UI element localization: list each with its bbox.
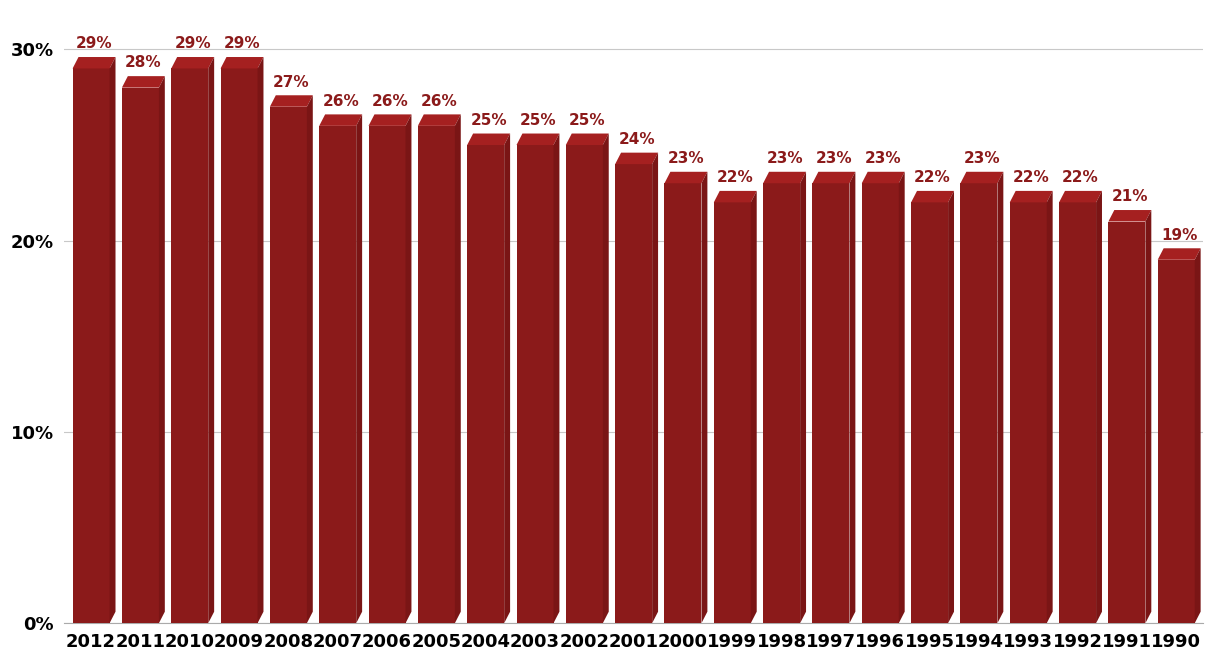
Polygon shape xyxy=(714,191,757,203)
Polygon shape xyxy=(357,115,363,623)
Text: 29%: 29% xyxy=(174,36,211,51)
Polygon shape xyxy=(319,126,357,623)
Polygon shape xyxy=(220,68,258,623)
Polygon shape xyxy=(862,171,904,183)
Text: 25%: 25% xyxy=(470,113,507,128)
Polygon shape xyxy=(467,134,510,145)
Polygon shape xyxy=(270,95,313,107)
Text: 21%: 21% xyxy=(1111,189,1148,205)
Polygon shape xyxy=(862,183,899,623)
Polygon shape xyxy=(369,126,405,623)
Text: 25%: 25% xyxy=(570,113,606,128)
Polygon shape xyxy=(948,191,954,623)
Polygon shape xyxy=(849,171,856,623)
Polygon shape xyxy=(1195,248,1201,623)
Text: 23%: 23% xyxy=(668,151,705,166)
Polygon shape xyxy=(1145,210,1151,623)
Polygon shape xyxy=(566,145,602,623)
Polygon shape xyxy=(270,107,307,623)
Polygon shape xyxy=(763,171,806,183)
Polygon shape xyxy=(912,191,954,203)
Polygon shape xyxy=(516,134,560,145)
Polygon shape xyxy=(554,134,560,623)
Text: 23%: 23% xyxy=(964,151,1000,166)
Text: 23%: 23% xyxy=(767,151,803,166)
Polygon shape xyxy=(1010,203,1047,623)
Polygon shape xyxy=(813,183,849,623)
Polygon shape xyxy=(319,115,363,126)
Polygon shape xyxy=(172,57,214,68)
Polygon shape xyxy=(615,164,652,623)
Polygon shape xyxy=(122,76,164,87)
Polygon shape xyxy=(220,57,263,68)
Text: 27%: 27% xyxy=(273,75,309,89)
Polygon shape xyxy=(208,57,214,623)
Polygon shape xyxy=(1157,260,1195,623)
Text: 26%: 26% xyxy=(421,93,458,109)
Polygon shape xyxy=(1047,191,1053,623)
Polygon shape xyxy=(960,171,1003,183)
Polygon shape xyxy=(405,115,411,623)
Polygon shape xyxy=(122,87,159,623)
Text: 25%: 25% xyxy=(520,113,556,128)
Polygon shape xyxy=(664,171,707,183)
Text: 23%: 23% xyxy=(865,151,902,166)
Text: 28%: 28% xyxy=(125,56,162,70)
Text: 22%: 22% xyxy=(1013,170,1049,185)
Polygon shape xyxy=(1059,203,1097,623)
Polygon shape xyxy=(652,153,658,623)
Polygon shape xyxy=(602,134,608,623)
Polygon shape xyxy=(763,183,800,623)
Polygon shape xyxy=(701,171,707,623)
Polygon shape xyxy=(998,171,1003,623)
Polygon shape xyxy=(369,115,411,126)
Polygon shape xyxy=(1059,191,1101,203)
Text: 26%: 26% xyxy=(371,93,409,109)
Polygon shape xyxy=(73,57,116,68)
Text: 26%: 26% xyxy=(323,93,359,109)
Text: 29%: 29% xyxy=(75,36,112,51)
Polygon shape xyxy=(516,145,554,623)
Polygon shape xyxy=(714,203,751,623)
Text: 22%: 22% xyxy=(1062,170,1099,185)
Polygon shape xyxy=(960,183,998,623)
Polygon shape xyxy=(417,115,461,126)
Polygon shape xyxy=(172,68,208,623)
Polygon shape xyxy=(504,134,510,623)
Polygon shape xyxy=(159,76,164,623)
Polygon shape xyxy=(1157,248,1201,260)
Polygon shape xyxy=(566,134,608,145)
Polygon shape xyxy=(1097,191,1101,623)
Polygon shape xyxy=(1010,191,1053,203)
Polygon shape xyxy=(813,171,856,183)
Polygon shape xyxy=(110,57,116,623)
Polygon shape xyxy=(615,153,658,164)
Polygon shape xyxy=(899,171,904,623)
Polygon shape xyxy=(417,126,455,623)
Polygon shape xyxy=(307,95,313,623)
Text: 24%: 24% xyxy=(618,132,655,147)
Polygon shape xyxy=(800,171,806,623)
Text: 23%: 23% xyxy=(815,151,852,166)
Polygon shape xyxy=(467,145,504,623)
Polygon shape xyxy=(912,203,948,623)
Polygon shape xyxy=(1109,210,1151,222)
Polygon shape xyxy=(664,183,701,623)
Polygon shape xyxy=(258,57,263,623)
Text: 22%: 22% xyxy=(717,170,753,185)
Text: 29%: 29% xyxy=(224,36,260,51)
Text: 22%: 22% xyxy=(914,170,950,185)
Polygon shape xyxy=(751,191,757,623)
Text: 19%: 19% xyxy=(1161,228,1198,242)
Polygon shape xyxy=(73,68,110,623)
Polygon shape xyxy=(455,115,461,623)
Polygon shape xyxy=(1109,222,1145,623)
